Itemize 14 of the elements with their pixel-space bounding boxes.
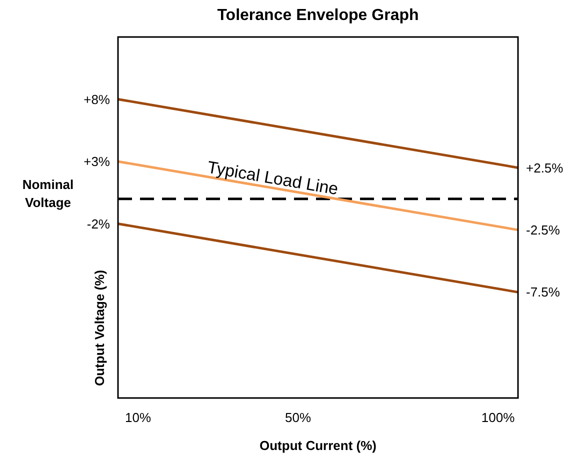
- x-axis-title: Output Current (%): [260, 438, 376, 453]
- y2-tick-label: -2.5%: [526, 222, 560, 238]
- x-tick-label: 100%: [481, 410, 516, 425]
- y-tick-label: -2%: [86, 216, 110, 232]
- ref-line-label: Nominal Voltage: [22, 176, 74, 210]
- y-tick-label: +3%: [84, 154, 110, 170]
- x-tick-label: 50%: [284, 410, 312, 425]
- chart-title: Tolerance Envelope Graph: [217, 7, 419, 24]
- annotation: Typical Load Line: [206, 158, 340, 199]
- y2-tick-label: +2.5%: [526, 160, 564, 176]
- y-axis-title: Output Voltage (%): [92, 270, 107, 386]
- y2-tick-label: -7.5%: [526, 284, 560, 300]
- y-tick-label: +8%: [84, 92, 110, 107]
- x-tick-label: 10%: [124, 410, 152, 425]
